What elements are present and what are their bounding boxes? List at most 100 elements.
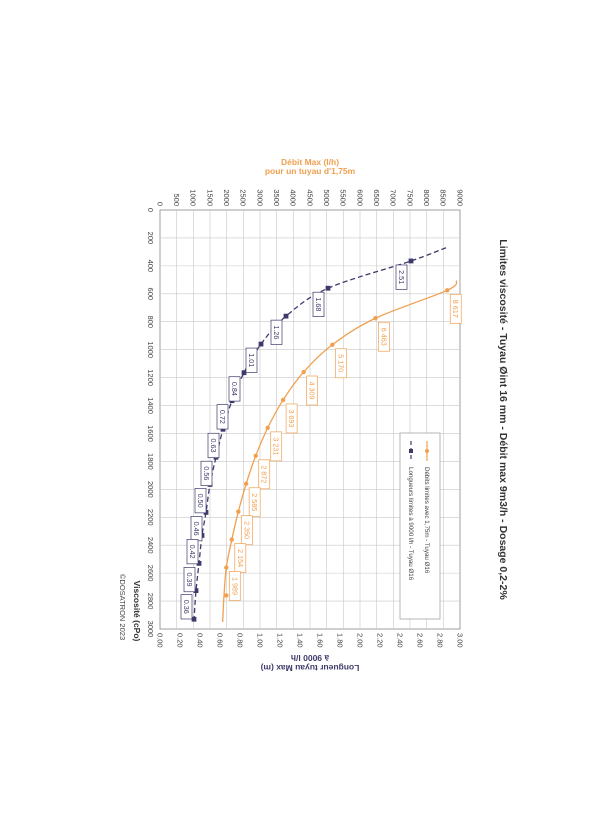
right-tick-label: 1.00 xyxy=(255,633,264,648)
right-tick-label: 0.80 xyxy=(235,633,244,648)
right-tick-label: 2.80 xyxy=(435,633,444,648)
data-label-box xyxy=(194,488,207,514)
right-axis-title-line1: Longueur tuyau Max (m) xyxy=(260,663,359,673)
data-label: 0.63 xyxy=(209,438,218,452)
x-tick-label: 2000 xyxy=(146,481,155,498)
legend-box xyxy=(399,432,441,620)
data-label: 2 154 xyxy=(236,549,245,567)
length-point xyxy=(241,370,247,376)
data-label: 0.36 xyxy=(182,600,191,614)
x-tick-label: 200 xyxy=(146,232,155,245)
left-tick-label: 2500 xyxy=(239,189,248,206)
right-tick-label: 0.60 xyxy=(215,633,224,648)
legend-swatch-marker-length xyxy=(409,449,413,453)
right-tick-label: 2.00 xyxy=(355,633,364,648)
data-label: 5 170 xyxy=(336,354,345,372)
data-label-box xyxy=(449,293,462,324)
right-tick-label: 1.40 xyxy=(295,633,304,648)
data-label-box xyxy=(334,348,347,379)
data-label-box xyxy=(306,375,318,406)
x-tick-label: 600 xyxy=(146,288,155,301)
length-point xyxy=(408,258,414,264)
label-layer: 8 617 6 463 5 170 4 309 3 693 3 231 2 872 2 585… xyxy=(180,264,462,620)
flow-point xyxy=(330,342,335,347)
data-label-box xyxy=(395,264,408,290)
x-tick-label: 1800 xyxy=(146,453,155,470)
length-point xyxy=(191,616,197,622)
left-tick-label: 500 xyxy=(172,193,181,206)
left-tick-label: 8500 xyxy=(439,189,448,206)
data-label-box xyxy=(248,487,261,518)
flow-point xyxy=(445,288,450,293)
x-tick-label: 2400 xyxy=(146,537,155,554)
x-tick-label: 400 xyxy=(146,260,155,273)
left-tick-label: 7000 xyxy=(389,189,398,206)
data-label-box xyxy=(270,431,283,462)
chart-title: Limites viscosité - Tuyau Øint 16 mm - D… xyxy=(497,239,509,600)
flow-point xyxy=(373,316,378,321)
x-tick-label: 1600 xyxy=(146,425,155,442)
data-label-box xyxy=(285,403,298,434)
x-tick-label: 800 xyxy=(146,315,155,328)
flow-point xyxy=(280,397,286,403)
data-label: 0.50 xyxy=(196,494,205,508)
x-tick-label: 1400 xyxy=(146,397,155,414)
legend: Débits limites avec 1,75m - Tuyau Ø16 Lo… xyxy=(399,432,441,620)
data-label-box xyxy=(240,515,253,546)
rotated-chart-group: 0 200 400 600 800 1000 1200 1400 1600 1800 2000 220… xyxy=(118,157,509,673)
x-axis-title: Viscosité (cPo) xyxy=(132,581,142,642)
left-tick-label: 8000 xyxy=(422,189,431,206)
data-label: 0.56 xyxy=(202,466,211,480)
left-tick-label: 6500 xyxy=(372,189,381,206)
data-label: 2 350 xyxy=(242,521,251,539)
data-label: 6 463 xyxy=(379,328,388,346)
flow-point xyxy=(253,453,258,459)
right-tick-label: 1.60 xyxy=(315,633,324,648)
data-label: 1.68 xyxy=(314,297,323,311)
right-tick-label: 3.00 xyxy=(455,633,464,648)
data-label-box xyxy=(180,594,193,620)
legend-entry-flow: Débits limites avec 1,75m - Tuyau Ø16 xyxy=(423,467,430,574)
data-label: 1.26 xyxy=(272,325,281,339)
length-point xyxy=(283,313,289,319)
data-label-box xyxy=(228,376,241,402)
data-label-box xyxy=(186,539,199,565)
legend-swatch-marker-flow xyxy=(425,449,429,453)
data-label-box xyxy=(258,459,271,490)
left-tick-label: 3500 xyxy=(272,189,281,206)
data-label: 0.72 xyxy=(218,410,227,424)
data-label-box xyxy=(216,404,229,430)
data-label: 0.39 xyxy=(185,573,194,587)
left-tick-label: 6000 xyxy=(355,189,364,206)
data-label-box xyxy=(207,432,220,459)
data-label: 0.46 xyxy=(192,522,201,536)
left-tick-label: 1000 xyxy=(189,189,198,206)
x-tick-label: 3000 xyxy=(146,621,155,638)
data-label: 0.84 xyxy=(230,382,239,396)
data-label-box xyxy=(228,571,241,601)
right-tick-label: 2.40 xyxy=(395,633,404,648)
data-label: 2.51 xyxy=(397,270,406,284)
right-axis-title-line2: à 9000 l/h xyxy=(291,653,329,663)
left-tick-label: 4500 xyxy=(305,189,314,206)
legend-entry-length: Longueurs limites à 9000 l/h - Tuyau Ø16 xyxy=(407,467,414,581)
flow-point xyxy=(229,537,234,542)
data-label-box xyxy=(378,321,390,352)
flow-point xyxy=(301,369,306,375)
length-point xyxy=(258,341,264,347)
data-label: 3 231 xyxy=(272,437,281,455)
left-axis-title-line1: Débit Max (l/h) xyxy=(281,157,339,167)
flow-point xyxy=(236,509,241,514)
x-tick-label: 1000 xyxy=(146,341,155,358)
left-tick-label: 7500 xyxy=(405,189,414,206)
data-label: 4 309 xyxy=(308,382,317,400)
right-tick-label: 0.00 xyxy=(155,633,164,648)
right-tick-label: 1.20 xyxy=(275,633,284,648)
data-label: 3 693 xyxy=(287,409,296,427)
left-tick-label: 3000 xyxy=(255,189,264,206)
left-tick-label: 5000 xyxy=(322,189,331,206)
data-label-box xyxy=(270,319,283,345)
right-tick-label: 2.20 xyxy=(375,633,384,648)
right-tick-label: 1.80 xyxy=(335,633,344,648)
